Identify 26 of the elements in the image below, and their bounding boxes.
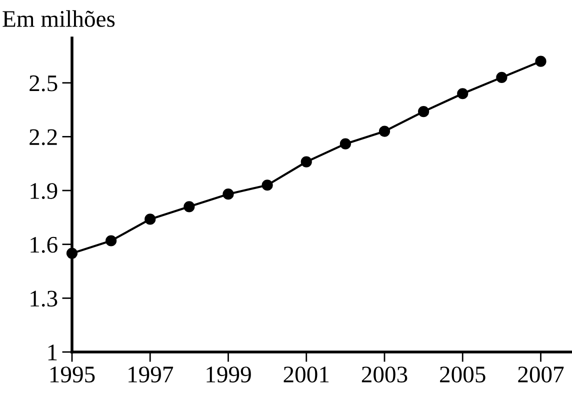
point	[184, 201, 195, 212]
y-tick-label: 2.5	[30, 75, 58, 92]
y-tick-label: 1.9	[30, 183, 58, 200]
y-tick-label: 1.6	[30, 236, 58, 253]
point	[300, 156, 312, 168]
point	[496, 72, 508, 84]
point	[222, 188, 234, 200]
point	[457, 88, 468, 100]
point	[535, 56, 546, 67]
x-tick-label: 2007	[518, 366, 564, 383]
y-tick-label: 1.3	[30, 290, 58, 307]
point	[378, 126, 390, 137]
point	[340, 138, 351, 150]
point	[262, 180, 273, 191]
x-tick-label: 1995	[50, 366, 95, 383]
y-tick-label: 1	[48, 344, 57, 360]
x-tick-label: 2003	[362, 366, 408, 383]
point	[106, 235, 117, 246]
x-tick-label: 1999	[206, 366, 251, 383]
y-axis-title: Em milhões	[2, 10, 115, 27]
x-tick-label: 1997	[128, 366, 174, 383]
point	[144, 214, 156, 225]
point	[418, 106, 430, 118]
x-tick-label: 2001	[284, 366, 329, 383]
y-tick-label: 2.2	[30, 129, 57, 146]
x-tick-label: 2005	[440, 366, 486, 383]
